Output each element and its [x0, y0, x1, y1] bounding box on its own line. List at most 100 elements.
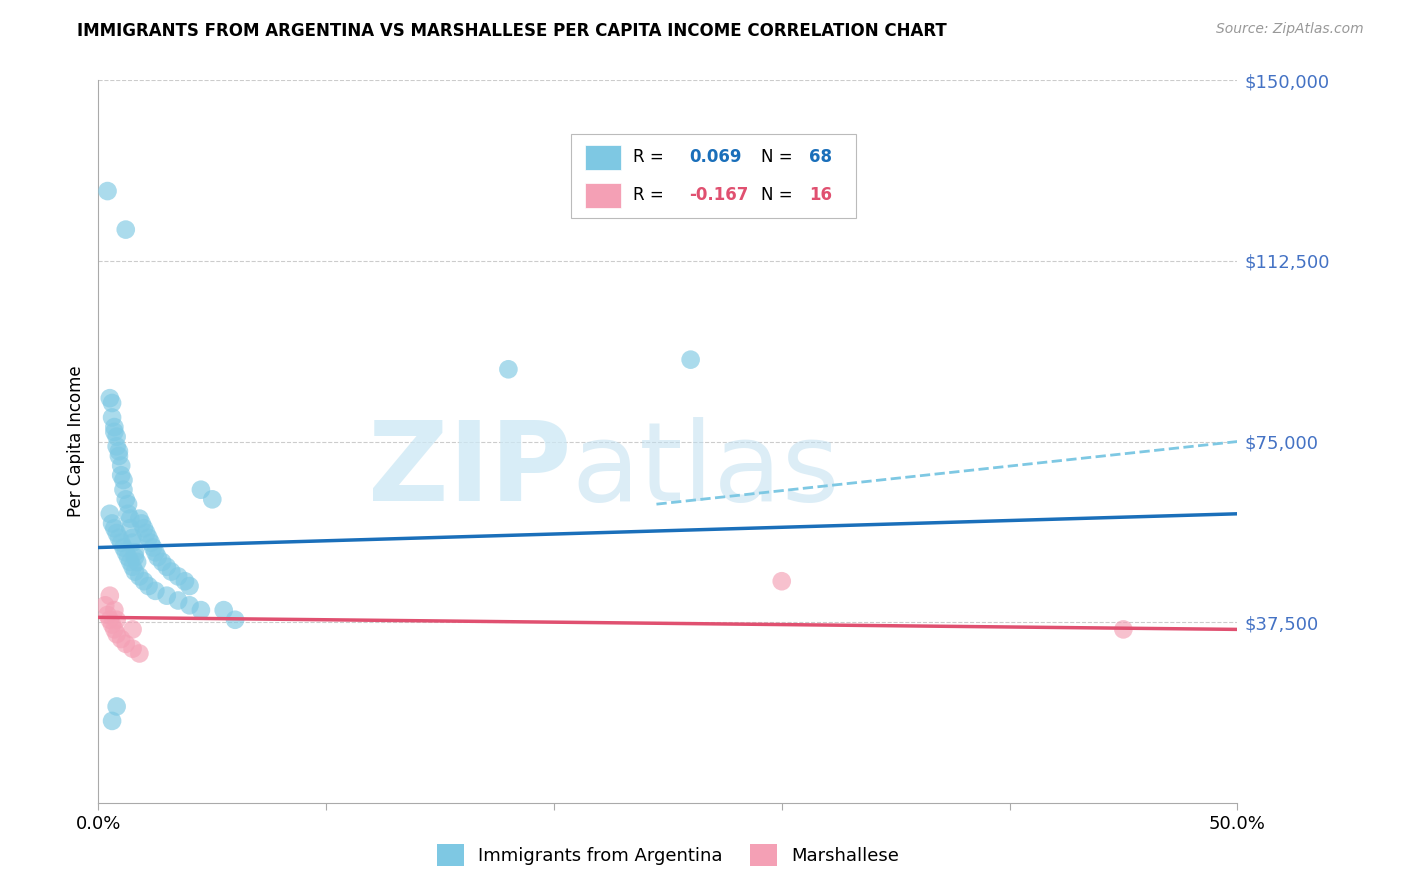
Point — [105, 627, 128, 641]
Point — [770, 574, 793, 589]
Point — [112, 483, 135, 497]
Point — [98, 589, 121, 603]
Text: N =: N = — [761, 148, 799, 166]
Legend: Immigrants from Argentina, Marshallese: Immigrants from Argentina, Marshallese — [429, 837, 907, 873]
Point — [179, 599, 201, 613]
Point — [124, 550, 146, 565]
Point — [132, 521, 155, 535]
Point — [94, 599, 117, 613]
Point — [110, 468, 132, 483]
Point — [128, 569, 150, 583]
Point — [103, 623, 125, 637]
Point — [121, 623, 143, 637]
Point — [101, 410, 124, 425]
Point — [108, 531, 131, 545]
Point — [98, 507, 121, 521]
Point — [96, 607, 118, 622]
Point — [131, 516, 153, 531]
Text: -0.167: -0.167 — [689, 186, 749, 204]
Point — [105, 699, 128, 714]
Point — [105, 439, 128, 453]
Point — [128, 647, 150, 661]
Point — [103, 521, 125, 535]
Point — [167, 593, 190, 607]
Point — [117, 550, 139, 565]
Point — [138, 531, 160, 545]
Point — [212, 603, 235, 617]
Point — [145, 583, 167, 598]
Text: Source: ZipAtlas.com: Source: ZipAtlas.com — [1216, 22, 1364, 37]
Point — [98, 391, 121, 405]
Point — [124, 565, 146, 579]
Point — [110, 535, 132, 549]
Text: R =: R = — [633, 186, 668, 204]
Point — [120, 521, 142, 535]
Text: atlas: atlas — [571, 417, 839, 524]
Point — [132, 574, 155, 589]
Point — [179, 579, 201, 593]
Point — [174, 574, 197, 589]
Point — [156, 589, 179, 603]
Point — [121, 531, 143, 545]
Point — [127, 555, 149, 569]
Point — [117, 497, 139, 511]
Point — [114, 222, 136, 236]
Point — [139, 535, 162, 549]
Point — [105, 430, 128, 444]
Point — [114, 637, 136, 651]
Point — [120, 555, 142, 569]
Point — [101, 617, 124, 632]
Point — [121, 641, 143, 656]
Point — [110, 458, 132, 473]
Point — [120, 511, 142, 525]
Point — [160, 565, 183, 579]
Point — [101, 396, 124, 410]
Point — [121, 535, 143, 549]
Point — [679, 352, 702, 367]
Y-axis label: Per Capita Income: Per Capita Income — [66, 366, 84, 517]
Point — [135, 526, 157, 541]
Point — [103, 603, 125, 617]
Point — [98, 613, 121, 627]
Point — [103, 420, 125, 434]
Point — [117, 507, 139, 521]
Point — [114, 545, 136, 559]
Point — [114, 492, 136, 507]
Point — [105, 526, 128, 541]
Point — [112, 541, 135, 555]
Text: IMMIGRANTS FROM ARGENTINA VS MARSHALLESE PER CAPITA INCOME CORRELATION CHART: IMMIGRANTS FROM ARGENTINA VS MARSHALLESE… — [77, 22, 948, 40]
Point — [108, 449, 131, 463]
Point — [101, 714, 124, 728]
Point — [201, 492, 224, 507]
FancyBboxPatch shape — [585, 145, 621, 169]
Point — [150, 555, 173, 569]
Point — [190, 603, 212, 617]
Point — [156, 559, 179, 574]
Point — [124, 545, 146, 559]
Point — [121, 559, 143, 574]
Point — [138, 579, 160, 593]
Point — [190, 483, 212, 497]
Point — [1112, 623, 1135, 637]
Text: R =: R = — [633, 148, 668, 166]
Text: 0.069: 0.069 — [689, 148, 742, 166]
FancyBboxPatch shape — [585, 183, 621, 208]
Point — [142, 541, 165, 555]
Point — [105, 613, 128, 627]
Text: ZIP: ZIP — [368, 417, 571, 524]
Point — [498, 362, 520, 376]
Point — [108, 444, 131, 458]
Point — [146, 550, 169, 565]
Point — [110, 632, 132, 646]
Point — [103, 425, 125, 439]
Point — [167, 569, 190, 583]
Point — [128, 511, 150, 525]
Point — [101, 516, 124, 531]
Point — [112, 473, 135, 487]
Text: 68: 68 — [808, 148, 832, 166]
Text: N =: N = — [761, 186, 799, 204]
Text: 16: 16 — [808, 186, 832, 204]
Point — [224, 613, 246, 627]
Point — [145, 545, 167, 559]
Point — [96, 184, 118, 198]
